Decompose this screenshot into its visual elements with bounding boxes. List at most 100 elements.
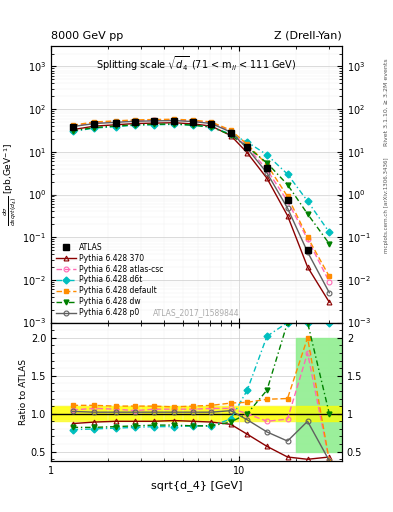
Pythia 6.428 d6t bbox=[327, 229, 332, 236]
Pythia 6.428 d6t bbox=[70, 129, 75, 135]
Pythia 6.428 default bbox=[264, 162, 269, 168]
Pythia 6.428 p0 bbox=[92, 120, 97, 126]
Pythia 6.428 dw bbox=[209, 124, 214, 130]
Pythia 6.428 default bbox=[327, 273, 332, 280]
Pythia 6.428 default bbox=[92, 119, 97, 125]
Bar bbox=[296, 338, 342, 452]
Line: Pythia 6.428 default: Pythia 6.428 default bbox=[70, 117, 332, 279]
Pythia 6.428 default bbox=[209, 119, 214, 125]
Pythia 6.428 dw bbox=[172, 121, 176, 127]
Pythia 6.428 p0 bbox=[172, 117, 176, 123]
ATLAS bbox=[209, 121, 214, 127]
Pythia 6.428 d6t bbox=[264, 152, 269, 158]
Pythia 6.428 dw bbox=[92, 124, 97, 131]
Pythia 6.428 370 bbox=[191, 121, 196, 127]
Pythia 6.428 d6t bbox=[285, 171, 290, 177]
Pythia 6.428 default bbox=[151, 117, 156, 123]
Pythia 6.428 atlas-csc bbox=[305, 236, 310, 242]
Pythia 6.428 atlas-csc bbox=[151, 117, 156, 123]
Pythia 6.428 default bbox=[245, 141, 250, 147]
Pythia 6.428 d6t bbox=[228, 131, 233, 137]
Pythia 6.428 p0 bbox=[191, 119, 196, 125]
Pythia 6.428 default bbox=[172, 116, 176, 122]
Pythia 6.428 dw bbox=[228, 132, 233, 138]
Pythia 6.428 p0 bbox=[70, 123, 75, 130]
Pythia 6.428 d6t bbox=[305, 198, 310, 204]
Pythia 6.428 default bbox=[228, 127, 233, 133]
Pythia 6.428 dw bbox=[327, 241, 332, 247]
Pythia 6.428 d6t bbox=[133, 122, 138, 129]
ATLAS bbox=[191, 119, 196, 125]
Text: ATLAS_2017_I1589844: ATLAS_2017_I1589844 bbox=[153, 308, 240, 317]
Pythia 6.428 atlas-csc bbox=[327, 279, 332, 285]
Pythia 6.428 d6t bbox=[172, 121, 176, 127]
Pythia 6.428 p0 bbox=[133, 118, 138, 124]
Pythia 6.428 370 bbox=[209, 123, 214, 129]
Pythia 6.428 370 bbox=[228, 133, 233, 139]
Text: 8000 GeV pp: 8000 GeV pp bbox=[51, 31, 123, 40]
Text: mcplots.cern.ch [arXiv:1306.3436]: mcplots.cern.ch [arXiv:1306.3436] bbox=[384, 157, 389, 252]
Pythia 6.428 p0 bbox=[209, 120, 214, 126]
Pythia 6.428 d6t bbox=[209, 124, 214, 130]
Pythia 6.428 default bbox=[70, 122, 75, 129]
Pythia 6.428 p0 bbox=[285, 205, 290, 211]
Pythia 6.428 atlas-csc bbox=[133, 118, 138, 124]
Pythia 6.428 p0 bbox=[113, 119, 118, 125]
Pythia 6.428 370 bbox=[264, 175, 269, 181]
Pythia 6.428 atlas-csc bbox=[285, 198, 290, 204]
Line: Pythia 6.428 370: Pythia 6.428 370 bbox=[70, 120, 332, 305]
Line: Pythia 6.428 p0: Pythia 6.428 p0 bbox=[70, 118, 332, 295]
Pythia 6.428 370 bbox=[172, 120, 176, 126]
Y-axis label: $\frac{d\sigma}{dsqrt(d_4)}$ [pb,GeV$^{-1}$]: $\frac{d\sigma}{dsqrt(d_4)}$ [pb,GeV$^{-… bbox=[2, 143, 20, 226]
Pythia 6.428 d6t bbox=[151, 122, 156, 128]
Pythia 6.428 370 bbox=[113, 122, 118, 128]
ATLAS bbox=[151, 118, 156, 124]
Pythia 6.428 default bbox=[285, 194, 290, 200]
Text: Rivet 3.1.10, ≥ 3.2M events: Rivet 3.1.10, ≥ 3.2M events bbox=[384, 58, 389, 146]
Pythia 6.428 p0 bbox=[327, 290, 332, 296]
Pythia 6.428 atlas-csc bbox=[228, 129, 233, 135]
Line: Pythia 6.428 d6t: Pythia 6.428 d6t bbox=[70, 122, 332, 235]
Pythia 6.428 p0 bbox=[228, 129, 233, 135]
Pythia 6.428 p0 bbox=[264, 170, 269, 176]
ATLAS bbox=[228, 130, 233, 136]
Bar bbox=[51, 406, 342, 421]
Pythia 6.428 p0 bbox=[245, 145, 250, 152]
Pythia 6.428 370 bbox=[92, 123, 97, 129]
Pythia 6.428 d6t bbox=[92, 125, 97, 131]
Pythia 6.428 370 bbox=[133, 120, 138, 126]
Pythia 6.428 370 bbox=[70, 126, 75, 133]
Bar bbox=[296, 406, 342, 421]
Pythia 6.428 default bbox=[305, 234, 310, 240]
ATLAS bbox=[305, 247, 310, 253]
X-axis label: sqrt{d_4} [GeV]: sqrt{d_4} [GeV] bbox=[151, 480, 242, 490]
Text: Splitting scale $\sqrt{d_4}$ (71 < m$_{ll}$ < 111 GeV): Splitting scale $\sqrt{d_4}$ (71 < m$_{l… bbox=[96, 54, 297, 73]
ATLAS bbox=[70, 124, 75, 130]
Pythia 6.428 dw bbox=[151, 121, 156, 127]
Pythia 6.428 dw bbox=[191, 122, 196, 129]
Pythia 6.428 dw bbox=[264, 160, 269, 166]
ATLAS bbox=[172, 118, 176, 124]
Pythia 6.428 d6t bbox=[191, 122, 196, 129]
Pythia 6.428 atlas-csc bbox=[113, 119, 118, 125]
ATLAS bbox=[92, 121, 97, 127]
Pythia 6.428 atlas-csc bbox=[92, 120, 97, 126]
Pythia 6.428 370 bbox=[151, 120, 156, 126]
Pythia 6.428 atlas-csc bbox=[70, 123, 75, 129]
Pythia 6.428 d6t bbox=[245, 139, 250, 145]
Pythia 6.428 atlas-csc bbox=[191, 118, 196, 124]
Pythia 6.428 dw bbox=[245, 144, 250, 150]
Pythia 6.428 atlas-csc bbox=[245, 144, 250, 150]
Pythia 6.428 d6t bbox=[113, 123, 118, 130]
Pythia 6.428 atlas-csc bbox=[172, 117, 176, 123]
Pythia 6.428 p0 bbox=[305, 249, 310, 255]
Pythia 6.428 370 bbox=[305, 264, 310, 270]
Pythia 6.428 dw bbox=[113, 123, 118, 129]
Line: ATLAS: ATLAS bbox=[69, 117, 311, 253]
ATLAS bbox=[264, 165, 269, 171]
Pythia 6.428 370 bbox=[245, 150, 250, 156]
Pythia 6.428 atlas-csc bbox=[264, 167, 269, 173]
Pythia 6.428 370 bbox=[285, 212, 290, 219]
Line: Pythia 6.428 atlas-csc: Pythia 6.428 atlas-csc bbox=[70, 117, 332, 284]
Pythia 6.428 dw bbox=[305, 211, 310, 217]
